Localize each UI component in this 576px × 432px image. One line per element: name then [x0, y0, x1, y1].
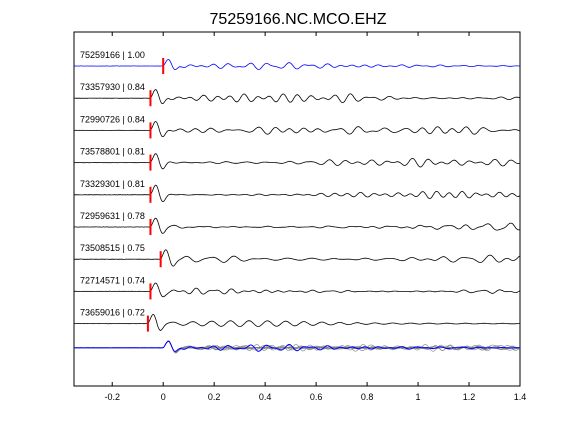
trace-label-5: 73329301 | 0.81 — [80, 179, 145, 189]
x-tick-label-7: 1 — [416, 392, 421, 402]
trace-label-9: 73659016 | 0.72 — [80, 308, 145, 318]
trace-waveform-3 — [73, 121, 520, 138]
trace-waveform-7 — [73, 249, 520, 267]
traces-group: 75259166 | 1.00 73357930 | 0.84 72990726 |… — [73, 50, 520, 332]
trace-label-8: 72714571 | 0.74 — [80, 275, 145, 285]
trace-waveform-5 — [73, 184, 520, 203]
x-axis: -0.2 0 0.2 0.4 0.6 0.8 1 1.2 1.4 — [104, 32, 526, 402]
x-tick-label-4: 0.4 — [259, 392, 272, 402]
stack-trace-8 — [74, 340, 520, 354]
trace-label-3: 72990726 | 0.84 — [80, 114, 145, 124]
x-tick-label-5: 0.6 — [310, 392, 323, 402]
trace-waveform-4 — [74, 153, 520, 170]
trace-waveform-8 — [73, 282, 520, 298]
trace-label-4: 73578801 | 0.81 — [80, 147, 145, 157]
trace-waveform-1 — [73, 59, 520, 70]
chart-title: 75259166.NC.MCO.EHZ — [210, 11, 387, 28]
x-tick-label-9: 1.4 — [514, 392, 527, 402]
x-tick-label-2: 0 — [161, 392, 166, 402]
trace-label-6: 72959631 | 0.78 — [80, 211, 145, 221]
plot-frame — [73, 31, 521, 387]
x-tick-label-1: -0.2 — [104, 392, 120, 402]
x-tick-label-3: 0.2 — [208, 392, 221, 402]
x-tick-label-6: 0.8 — [361, 392, 374, 402]
stack-master-trace — [73, 340, 520, 352]
trace-waveform-2 — [74, 89, 520, 105]
x-tick-label-8: 1.2 — [463, 392, 476, 402]
trace-label-2: 73357930 | 0.84 — [80, 82, 145, 92]
stack-overlay-group — [73, 340, 520, 354]
trace-waveform-6 — [73, 217, 520, 234]
trace-label-1: 75259166 | 1.00 — [80, 50, 145, 60]
trace-label-7: 73508515 | 0.75 — [80, 243, 145, 253]
